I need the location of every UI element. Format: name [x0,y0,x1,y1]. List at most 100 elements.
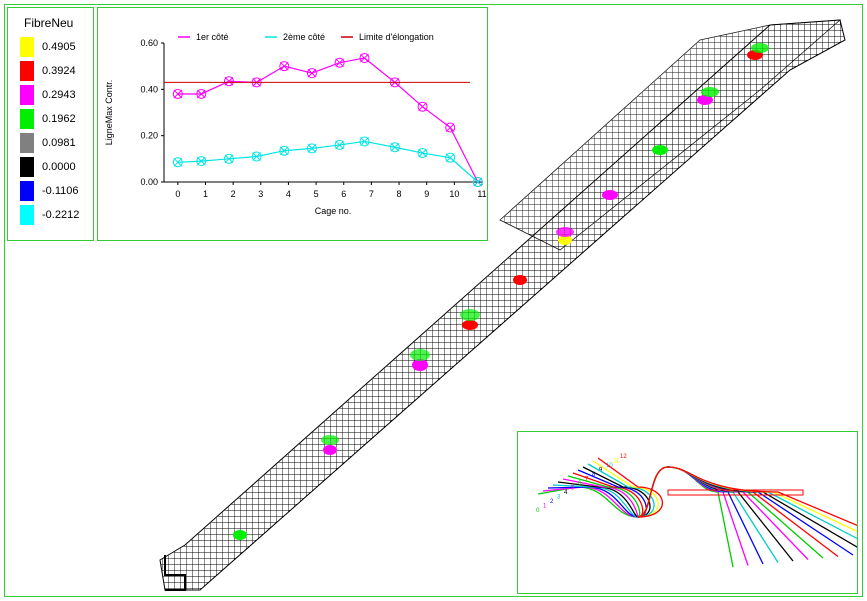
data-point-circle [172,88,183,99]
data-point [417,101,428,112]
series-legend-label: Limite d'élongation [359,32,434,42]
data-point [306,143,317,154]
data-point-cross [390,142,400,152]
legend-label: -0.1106 [42,185,79,197]
profile-curve [592,460,857,533]
data-point-cross [335,140,344,150]
x-tick-label: 2 [231,189,236,199]
data-point-circle [306,68,317,79]
profile-curve [557,466,794,562]
data-point-circle [279,145,290,156]
profile-label: 8 [592,472,596,478]
data-point [196,88,207,99]
x-tick-label: 6 [341,189,346,199]
data-point [472,177,483,187]
mesh-end-profile [164,555,186,591]
profile-label: 5 [571,486,575,492]
data-point-cross [252,152,261,161]
data-point [417,148,428,159]
data-point [334,139,345,150]
data-point [306,68,317,79]
legend-title: FibreNeu [24,16,74,30]
data-point-circle [306,143,317,154]
y-tick-label: 0.60 [140,38,158,48]
data-point [359,53,370,64]
profile-label: 4 [564,490,568,496]
data-point [251,151,262,162]
data-point-circle [334,139,345,150]
legend-swatch [20,109,34,129]
data-point-circle [359,53,370,64]
y-tick-label: 0.40 [140,84,158,94]
profile-label: 12 [620,454,627,460]
legend-label: 0.4905 [42,41,76,53]
data-point-cross [307,68,317,78]
data-point-circle [196,156,207,167]
profile-label: 9 [599,468,603,474]
data-point-circle [445,122,456,133]
legend-swatch [20,85,34,105]
data-point [389,142,400,153]
data-point [223,153,234,164]
data-point-cross [196,156,206,166]
data-point-cross [335,58,344,68]
data-point [445,152,456,163]
legend-swatch [20,37,34,57]
legend-label: -0.2212 [42,209,80,221]
profile-label: 0 [536,508,540,514]
legend-swatch [20,133,34,153]
legend-label: 0.1962 [42,113,76,125]
x-axis-label: Cage no. [315,206,352,216]
profile-label: 11 [613,459,620,465]
data-point-cross [279,61,289,71]
final-profile-bar [667,489,804,496]
data-point-cross [224,76,234,86]
data-point [445,122,456,133]
legend-label: 0.3924 [42,65,76,77]
data-point [223,76,234,87]
data-point-circle [445,152,456,163]
data-point-circle [417,101,428,112]
legend-swatch [20,61,34,81]
series-legend-label: 1er côté [196,32,229,42]
x-tick-label: 8 [397,189,402,199]
data-point-circle [472,177,483,187]
data-point-cross [445,153,455,163]
data-point [196,156,207,167]
profile-curve [577,466,854,556]
profile-label: 1 [543,504,547,510]
stress-patches [233,43,769,540]
x-tick-label: 7 [369,189,374,199]
legend-label: 0.0981 [42,137,76,149]
profile-curve [597,457,857,527]
data-point-cross [196,89,206,99]
data-point-cross [418,148,427,158]
y-tick-label: 0.00 [140,177,158,187]
data-point-cross [173,157,183,167]
legend-swatch [20,205,34,225]
line-chart: 0.00 0.20 0.40 0.60 0 1 2 3 4 5 6 7 8 9 10 11 Cage no. Li… [104,32,487,216]
x-tick-label: 0 [175,189,180,199]
data-point [334,57,345,68]
data-point-cross [473,177,483,187]
profile-label: 3 [557,495,561,501]
line-chart-panel: 0.00 0.20 0.40 0.60 0 1 2 3 4 5 6 7 8 9 10 11 Cage no. Li… [97,7,488,241]
y-axis-label: LigneMax Contr. [104,80,114,146]
legend-label: 0.2943 [42,89,76,101]
data-point-circle [172,157,183,168]
x-tick-label: 3 [258,189,263,199]
color-legend: FibreNeu 0.4905 0.3924 0.2943 0.1962 0.0981 0… [7,7,94,241]
data-point-circle [417,148,428,159]
profile-label: 2 [550,499,554,505]
data-point [359,136,370,147]
y-tick-label: 0.20 [140,131,158,141]
viewport-frame [4,4,863,597]
mesh-strip-upper [499,19,842,251]
series-line [177,140,479,183]
series-line [177,57,479,183]
data-point-circle [196,88,207,99]
legend-label: 0.0000 [42,161,76,173]
data-point-cross [418,102,427,112]
x-tick-label: 11 [477,189,486,199]
